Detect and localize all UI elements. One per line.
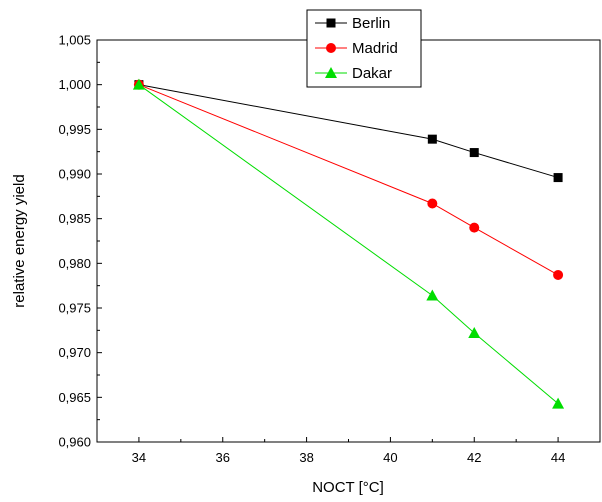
data-point-berlin [469, 148, 479, 158]
x-tick-label: 38 [299, 450, 313, 465]
x-axis-title: NOCT [°C] [312, 479, 384, 496]
legend-label-dakar: Dakar [352, 65, 392, 82]
x-axis-ticks: 34 36 38 40 42 44 [96, 437, 601, 465]
data-point-dakar [132, 78, 145, 90]
x-tick-label: 36 [216, 450, 230, 465]
x-tick-label: 44 [551, 450, 565, 465]
data-point-madrid [469, 222, 480, 233]
y-tick-label: 0,985 [58, 211, 91, 226]
y-tick-label: 0,975 [58, 301, 91, 316]
x-tick-label: 40 [383, 450, 397, 465]
y-tick-label: 0,960 [58, 435, 91, 450]
y-tick-label: 0,990 [58, 167, 91, 182]
y-tick-label: 1,000 [58, 77, 91, 92]
data-point-berlin [427, 134, 437, 144]
legend-label-berlin: Berlin [352, 15, 390, 32]
data-point-madrid [427, 198, 438, 209]
data-point-dakar [552, 397, 565, 409]
series-line-berlin [138, 84, 559, 179]
series-line-dakar [138, 84, 559, 404]
x-tick-label: 34 [132, 450, 146, 465]
y-axis-title: relative energy yield [11, 174, 28, 307]
y-axis-ticks: 0,960 0,965 0,970 0,975 0,980 0,985 0,990 0,995… [58, 33, 102, 450]
legend: Berlin Madrid Dakar [306, 9, 422, 88]
data-point-berlin [553, 173, 563, 183]
y-tick-label: 0,995 [58, 122, 91, 137]
y-tick-label: 0,970 [58, 345, 91, 360]
legend-marker-berlin [326, 18, 336, 28]
legend-marker-dakar [325, 67, 337, 78]
data-point-dakar [426, 289, 439, 301]
y-tick-label: 0,965 [58, 390, 91, 405]
series-layer [132, 78, 565, 409]
legend-label-madrid: Madrid [352, 40, 398, 57]
data-point-madrid [553, 269, 564, 280]
data-point-dakar [468, 327, 481, 339]
plot-frame [96, 39, 601, 443]
y-tick-label: 1,005 [58, 33, 91, 48]
x-tick-label: 42 [467, 450, 481, 465]
series-line-madrid [138, 84, 559, 276]
legend-marker-madrid [326, 43, 336, 53]
y-tick-label: 0,980 [58, 256, 91, 271]
